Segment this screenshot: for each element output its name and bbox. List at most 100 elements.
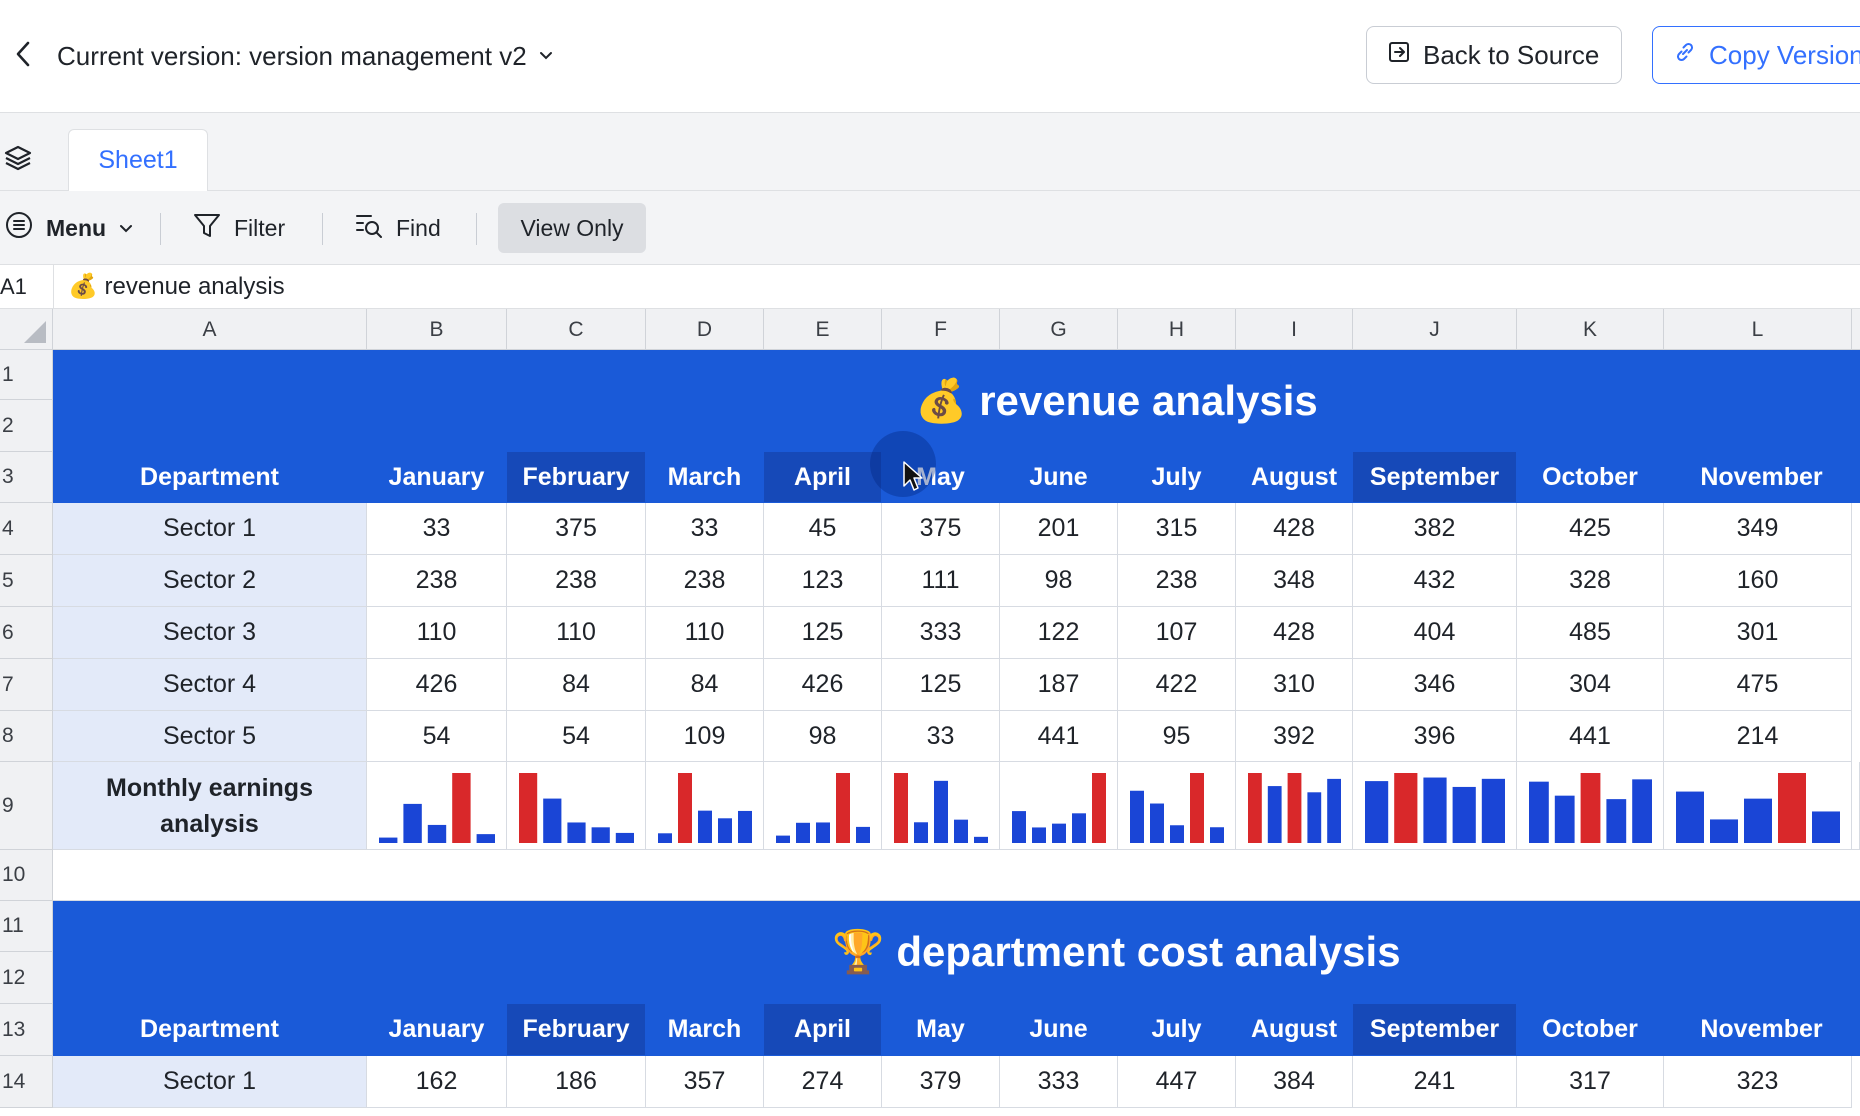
header-month[interactable]: April (764, 452, 882, 503)
sparkline-cell[interactable] (764, 762, 882, 850)
data-cell[interactable]: 109 (646, 711, 764, 762)
data-cell[interactable]: 323 (1664, 1056, 1852, 1108)
department-cell[interactable]: Sector 4 (53, 659, 367, 711)
sparkline-cell[interactable] (1664, 762, 1852, 850)
column-header-j[interactable]: J (1353, 309, 1517, 350)
header-department[interactable]: Department (53, 452, 367, 503)
department-cell[interactable]: Sector 5 (53, 711, 367, 762)
data-cell[interactable]: 98 (1000, 555, 1118, 607)
department-cell[interactable]: Sector 3 (53, 607, 367, 659)
data-cell[interactable]: 107 (1118, 607, 1236, 659)
menu-button[interactable]: Menu (4, 203, 134, 253)
data-cell[interactable]: 379 (882, 1056, 1000, 1108)
column-header-h[interactable]: H (1118, 309, 1236, 350)
data-cell[interactable]: 54 (367, 711, 507, 762)
data-cell[interactable]: 375 (507, 503, 646, 555)
data-cell[interactable]: 346 (1353, 659, 1517, 711)
data-cell[interactable]: 422 (1118, 659, 1236, 711)
data-cell[interactable]: 241 (1353, 1056, 1517, 1108)
sparkline-cell[interactable] (1517, 762, 1664, 850)
data-cell[interactable]: 54 (507, 711, 646, 762)
data-cell[interactable]: 396 (1353, 711, 1517, 762)
data-cell[interactable]: 123 (764, 555, 882, 607)
sparkline-cell[interactable] (1236, 762, 1353, 850)
revenue-title-banner[interactable]: 💰 revenue analysis (53, 350, 1860, 452)
header-month[interactable]: July (1118, 452, 1236, 503)
tab-sheet1[interactable]: Sheet1 (68, 129, 208, 191)
find-button[interactable]: Find (354, 203, 441, 253)
data-cell[interactable]: 428 (1236, 503, 1353, 555)
data-cell[interactable]: 238 (1118, 555, 1236, 607)
department-cell[interactable]: Sector 1 (53, 1056, 367, 1108)
data-cell[interactable]: 426 (367, 659, 507, 711)
column-header-d[interactable]: D (646, 309, 764, 350)
data-cell[interactable]: 349 (1664, 503, 1852, 555)
sparkline-cell[interactable] (1118, 762, 1236, 850)
header-month[interactable]: September (1353, 1004, 1517, 1056)
data-cell[interactable]: 95 (1118, 711, 1236, 762)
row-header-10[interactable]: 10 (0, 850, 53, 901)
data-cell[interactable]: 98 (764, 711, 882, 762)
data-cell[interactable]: 110 (646, 607, 764, 659)
back-to-source-button[interactable]: Back to Source (1366, 26, 1622, 84)
data-cell[interactable]: 110 (507, 607, 646, 659)
data-cell[interactable]: 84 (507, 659, 646, 711)
layers-icon[interactable] (2, 142, 34, 174)
data-cell[interactable]: 274 (764, 1056, 882, 1108)
row-header-11[interactable]: 11 (0, 901, 53, 952)
row-header-13[interactable]: 13 (0, 1004, 53, 1056)
data-cell[interactable]: 382 (1353, 503, 1517, 555)
header-month[interactable]: May (882, 452, 1000, 503)
row-header-12[interactable]: 12 (0, 952, 53, 1004)
header-month[interactable]: October (1517, 1004, 1664, 1056)
data-cell[interactable]: 84 (646, 659, 764, 711)
header-month[interactable]: June (1000, 1004, 1118, 1056)
row-header-6[interactable]: 6 (0, 607, 53, 659)
sparkline-cell[interactable] (507, 762, 646, 850)
column-header-i[interactable]: I (1236, 309, 1353, 350)
row-header-5[interactable]: 5 (0, 555, 53, 607)
column-header-f[interactable]: F (882, 309, 1000, 350)
data-cell[interactable]: 301 (1664, 607, 1852, 659)
data-cell[interactable]: 317 (1517, 1056, 1664, 1108)
row-header-4[interactable]: 4 (0, 503, 53, 555)
header-month[interactable]: September (1353, 452, 1517, 503)
filter-button[interactable]: Filter (192, 203, 285, 253)
column-header-a[interactable]: A (53, 309, 367, 350)
back-arrow-icon[interactable] (8, 36, 38, 72)
sparkline-cell[interactable] (1353, 762, 1517, 850)
column-header-e[interactable]: E (764, 309, 882, 350)
header-month[interactable]: June (1000, 452, 1118, 503)
select-all-corner[interactable] (0, 309, 53, 350)
monthly-earnings-label[interactable]: Monthly earnings analysis (53, 762, 367, 850)
data-cell[interactable]: 214 (1664, 711, 1852, 762)
row-header-8[interactable]: 8 (0, 711, 53, 762)
data-cell[interactable]: 304 (1517, 659, 1664, 711)
blank-row[interactable] (53, 850, 1860, 901)
data-cell[interactable]: 238 (367, 555, 507, 607)
data-cell[interactable]: 384 (1236, 1056, 1353, 1108)
row-header-9[interactable]: 9 (0, 762, 53, 850)
row-header-3[interactable]: 3 (0, 452, 53, 503)
data-cell[interactable]: 125 (764, 607, 882, 659)
department-cell[interactable]: Sector 2 (53, 555, 367, 607)
data-cell[interactable]: 110 (367, 607, 507, 659)
header-month[interactable]: May (882, 1004, 1000, 1056)
data-cell[interactable]: 357 (646, 1056, 764, 1108)
copy-version-button[interactable]: Copy Version (1652, 26, 1860, 84)
data-cell[interactable]: 441 (1000, 711, 1118, 762)
data-cell[interactable]: 187 (1000, 659, 1118, 711)
data-cell[interactable]: 392 (1236, 711, 1353, 762)
data-cell[interactable]: 333 (882, 607, 1000, 659)
row-header-2[interactable]: 2 (0, 400, 53, 452)
column-header-l[interactable]: L (1664, 309, 1852, 350)
header-month[interactable]: October (1517, 452, 1664, 503)
header-month[interactable]: April (764, 1004, 882, 1056)
row-header-7[interactable]: 7 (0, 659, 53, 711)
data-cell[interactable]: 111 (882, 555, 1000, 607)
data-cell[interactable]: 348 (1236, 555, 1353, 607)
data-cell[interactable]: 238 (646, 555, 764, 607)
data-cell[interactable]: 33 (367, 503, 507, 555)
data-cell[interactable]: 428 (1236, 607, 1353, 659)
sparkline-cell[interactable] (882, 762, 1000, 850)
